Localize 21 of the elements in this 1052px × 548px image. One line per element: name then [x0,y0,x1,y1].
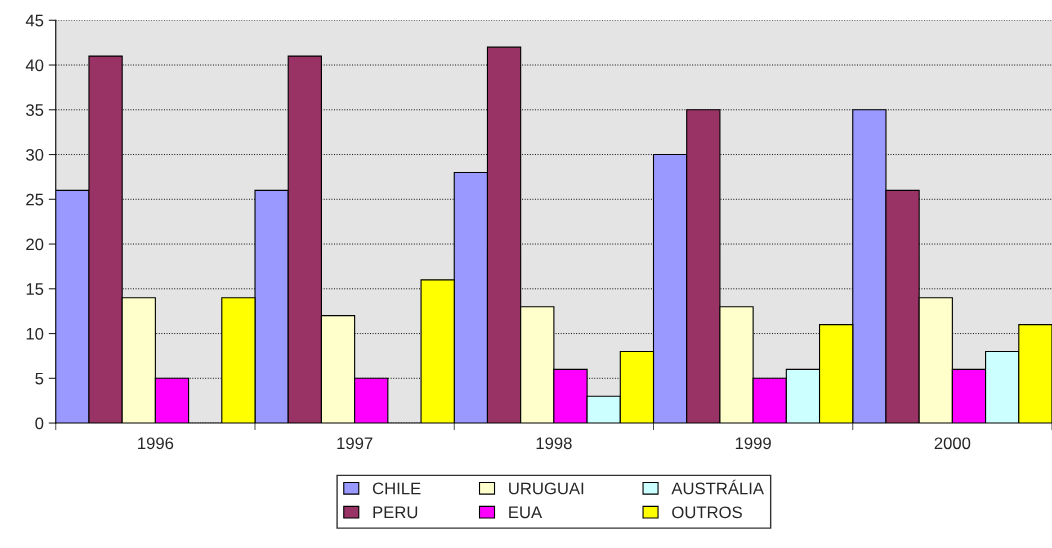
y-tick-label: 0 [35,417,44,430]
x-tick-label: 1998 [536,437,572,450]
y-tick-label: 15 [26,283,44,295]
x-tick-label: 1996 [138,437,174,450]
legend-label: URUGUAI [509,482,584,495]
y-tick-label: 20 [26,238,44,251]
y-tick-label: 45 [25,14,44,27]
x-tick-label: 2000 [934,437,971,450]
legend-label: AUSTRÁLIA [671,479,764,495]
legend-label: PERU [373,506,418,519]
y-tick-label: 5 [35,372,44,385]
legend-label: OUTROS [672,506,742,519]
y-tick-label: 25 [26,193,44,206]
legend-label: CHILE [372,482,421,495]
y-tick-label: 10 [26,327,44,340]
y-tick-label: 40 [25,59,44,72]
x-tick-label: 1999 [735,437,771,450]
y-tick-label: 30 [26,148,44,161]
y-tick-label: 35 [26,104,44,116]
x-tick-label: 1997 [337,437,373,450]
legend-label: EUA [509,506,543,519]
